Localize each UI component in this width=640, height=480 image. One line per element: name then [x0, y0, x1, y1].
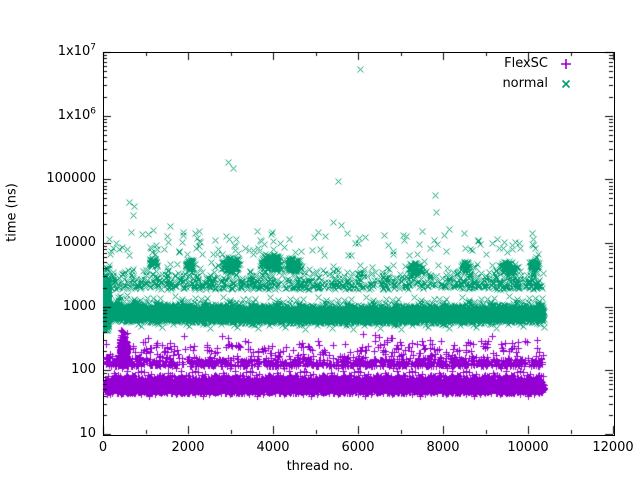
y-tick-label: 10000	[54, 235, 96, 250]
legend: FlexSC normal	[470, 54, 600, 94]
x-tick-label: 6000	[341, 440, 375, 455]
y-tick-label: 10	[79, 426, 96, 441]
legend-label-normal: normal	[502, 76, 548, 91]
legend-entry-flexsc: FlexSC	[470, 54, 600, 74]
legend-entry-normal: normal	[470, 74, 600, 94]
x-axis-title: thread no.	[286, 459, 354, 474]
x-tick-label: 0	[98, 440, 108, 455]
y-tick-label: 100000	[46, 171, 96, 187]
cross-marker-icon	[561, 79, 571, 89]
plus-marker-icon	[561, 59, 571, 69]
x-tick-label: 10000	[507, 440, 549, 455]
y-tick-label: 1x106	[57, 106, 96, 123]
y-tick-label: 1000	[62, 298, 96, 314]
x-tick-label: 4000	[256, 440, 290, 455]
plot-area-border	[103, 52, 615, 436]
x-tick-label: 8000	[426, 440, 460, 455]
x-tick-label: 12000	[592, 440, 634, 455]
y-axis-title: time (ns)	[4, 183, 20, 242]
x-tick-label: 2000	[171, 440, 205, 455]
y-tick-label: 100	[71, 362, 96, 378]
legend-label-flexsc: FlexSC	[504, 56, 548, 71]
y-tick-label: 1x107	[57, 42, 96, 59]
